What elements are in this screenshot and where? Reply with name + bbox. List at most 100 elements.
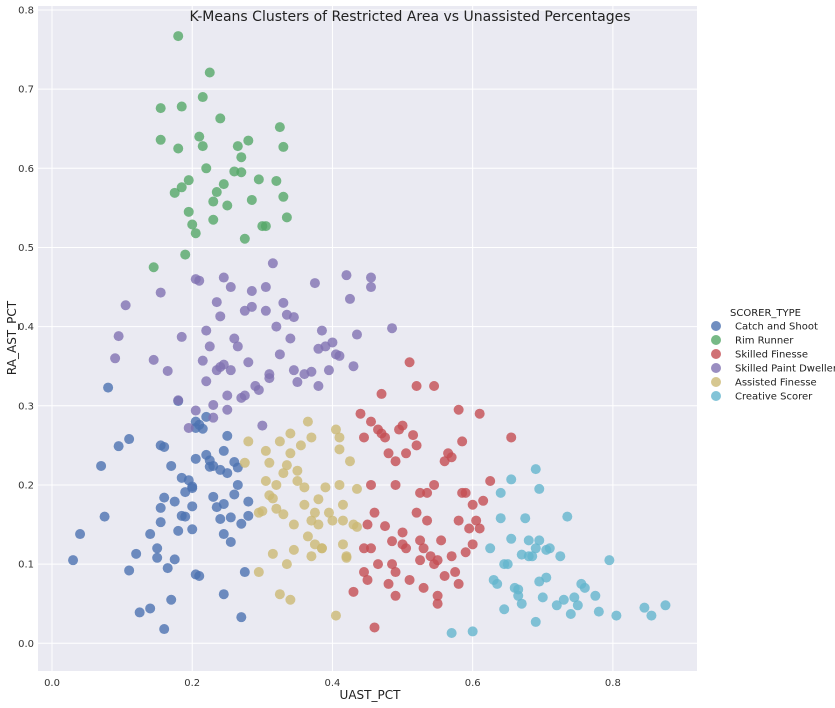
legend-marker <box>711 391 721 401</box>
data-point <box>467 626 478 637</box>
data-point <box>229 489 240 500</box>
data-point <box>155 103 166 114</box>
y-tick-label: 0.8 <box>18 5 34 16</box>
data-point <box>267 548 278 559</box>
data-point <box>660 600 671 611</box>
data-point <box>604 555 615 566</box>
series-group <box>239 416 362 621</box>
data-point <box>285 594 296 605</box>
data-point <box>232 479 243 490</box>
data-point <box>341 552 352 563</box>
data-point <box>201 376 212 387</box>
data-point <box>366 416 377 427</box>
data-point <box>485 476 496 486</box>
data-point <box>534 535 545 546</box>
legend-label: Assisted Finesse <box>735 378 817 389</box>
data-point <box>467 539 478 550</box>
data-point <box>358 543 369 554</box>
data-point <box>471 515 482 526</box>
series-group <box>446 464 671 638</box>
data-point <box>204 341 215 352</box>
data-point <box>75 529 86 540</box>
data-point <box>309 278 320 289</box>
data-point <box>253 174 264 185</box>
data-point <box>646 610 657 621</box>
data-point <box>274 589 285 600</box>
data-point <box>579 582 590 593</box>
data-point <box>222 200 233 211</box>
data-point <box>239 390 250 401</box>
data-point <box>351 521 362 532</box>
chart-title: K-Means Clusters of Restricted Area vs U… <box>190 9 631 25</box>
data-point <box>197 423 208 434</box>
data-point <box>369 507 380 518</box>
data-point <box>569 592 580 603</box>
data-point <box>446 551 457 562</box>
data-point <box>344 293 355 304</box>
data-point <box>330 610 341 621</box>
data-point <box>362 574 373 585</box>
data-point <box>390 479 401 490</box>
data-points <box>68 31 671 638</box>
data-point <box>495 513 506 524</box>
legend-label: Rim Runner <box>735 336 794 347</box>
data-point <box>194 131 205 142</box>
data-point <box>246 194 257 205</box>
data-point <box>187 219 198 230</box>
data-point <box>341 270 352 281</box>
data-point <box>358 567 369 578</box>
data-point <box>218 529 229 540</box>
legend-label: Catch and Shoot <box>735 322 818 333</box>
data-point <box>131 548 142 559</box>
data-point <box>243 357 254 368</box>
data-point <box>492 578 503 589</box>
data-point <box>155 502 166 513</box>
data-point <box>383 448 394 459</box>
data-point <box>260 445 271 456</box>
data-point <box>187 483 198 494</box>
data-point <box>418 582 429 593</box>
data-point <box>218 589 229 600</box>
data-point <box>358 432 369 443</box>
y-tick-label: 0.3 <box>18 401 34 412</box>
data-point <box>159 492 170 503</box>
x-tick-label: 0.8 <box>605 678 621 689</box>
data-point <box>387 323 398 334</box>
data-point <box>215 514 226 524</box>
data-point <box>162 365 173 376</box>
data-point <box>222 430 233 441</box>
data-point <box>183 422 194 433</box>
data-point <box>215 113 226 124</box>
data-point <box>404 574 415 585</box>
data-point <box>316 543 327 554</box>
data-point <box>502 559 513 570</box>
data-point <box>285 428 296 439</box>
data-point <box>246 286 257 296</box>
data-point <box>173 143 184 154</box>
data-point <box>274 436 285 447</box>
data-point <box>246 301 257 312</box>
data-point <box>239 233 250 244</box>
data-point <box>271 175 282 186</box>
data-point <box>355 408 366 419</box>
data-point <box>201 325 212 336</box>
data-point <box>236 152 247 163</box>
data-point <box>288 544 299 555</box>
data-point <box>281 559 292 570</box>
plot-background <box>38 6 697 671</box>
data-point <box>253 567 264 578</box>
data-point <box>611 610 622 621</box>
data-point <box>309 507 320 518</box>
data-point <box>211 297 222 308</box>
data-point <box>320 482 331 493</box>
data-point <box>169 187 180 198</box>
series-group <box>110 258 398 433</box>
data-point <box>180 511 191 522</box>
data-point <box>415 487 426 498</box>
data-point <box>260 476 271 486</box>
data-point <box>376 388 387 399</box>
data-point <box>208 214 219 225</box>
data-point <box>337 515 348 526</box>
data-point <box>530 464 541 475</box>
data-point <box>313 494 324 505</box>
